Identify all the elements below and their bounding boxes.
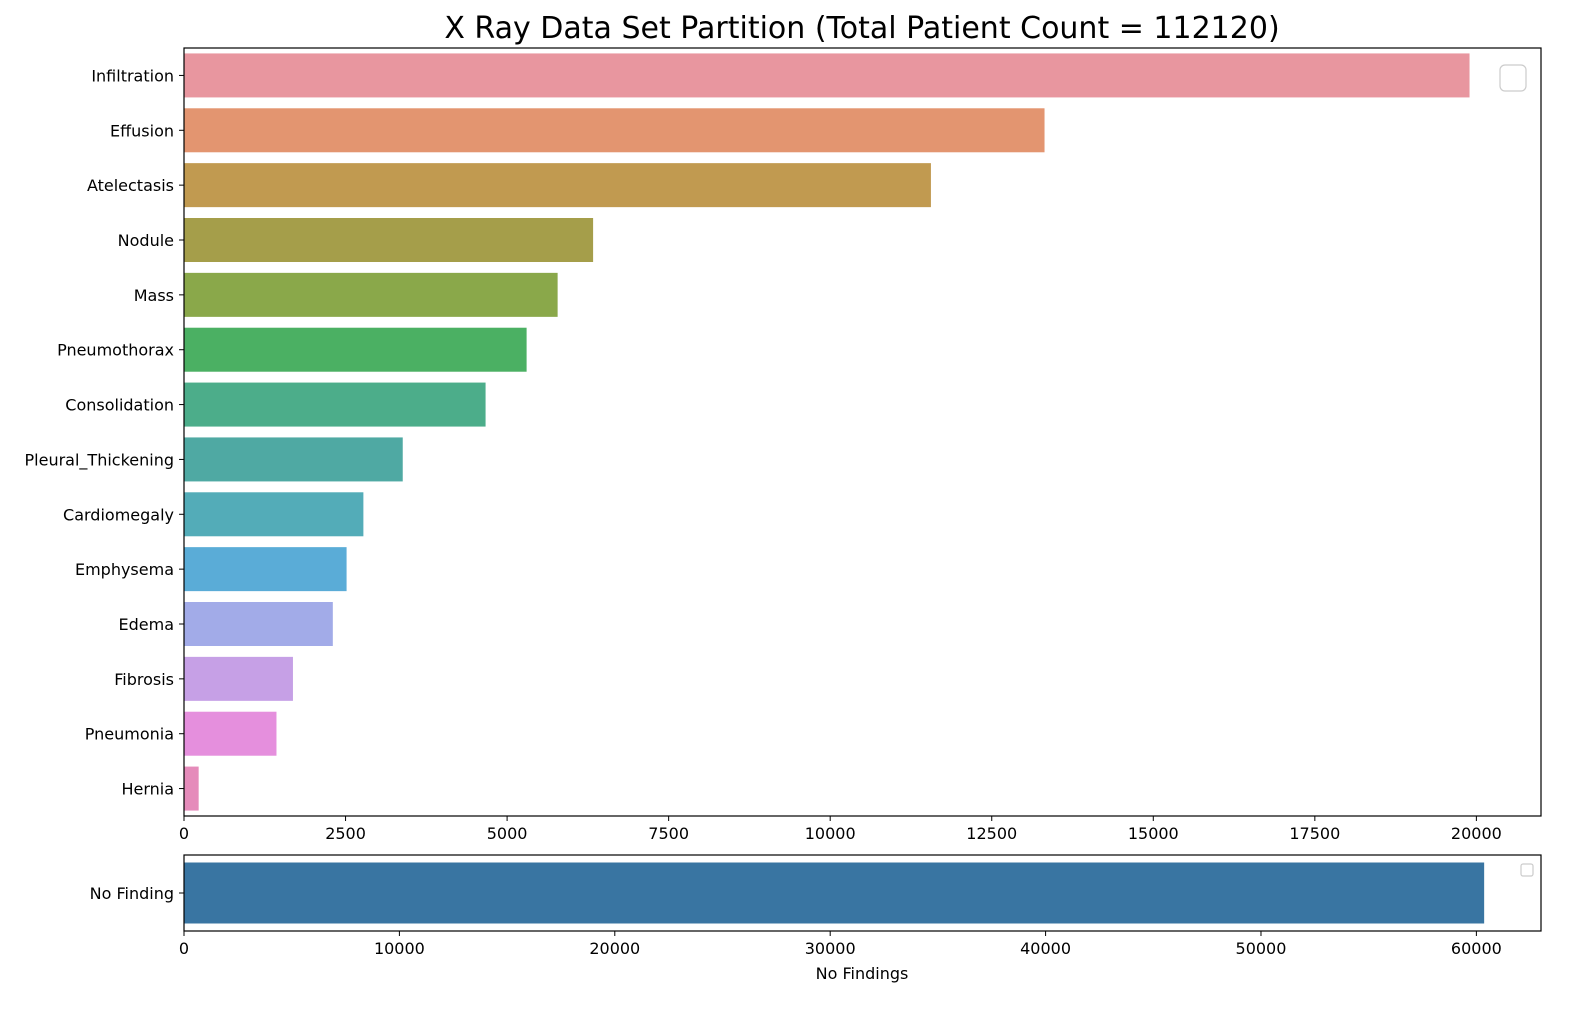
plot-frame: [183, 47, 1542, 817]
x-tick-label: 30000: [805, 939, 856, 958]
category-label: Consolidation: [65, 396, 174, 415]
bar-atelectasis: [184, 163, 931, 208]
bar-consolidation: [184, 382, 486, 427]
category-label: No Finding: [90, 884, 174, 903]
x-tick-label: 10000: [805, 824, 856, 843]
bar-fibrosis: [184, 656, 293, 701]
x-tick-label: 50000: [1236, 939, 1287, 958]
category-label: Emphysema: [75, 560, 174, 579]
x-tick-label: 15000: [1128, 824, 1179, 843]
bar-effusion: [184, 108, 1045, 153]
category-label: Cardiomegaly: [63, 505, 174, 524]
bottom-bar-chart: No Finding 0 10000 20000 30000 40000 50000 6000…: [90, 854, 1542, 958]
bar-pneumonia: [184, 711, 277, 756]
category-label: Infiltration: [91, 66, 174, 85]
legend-box: [1499, 64, 1527, 92]
chart-title: X Ray Data Set Partition (Total Patient …: [444, 11, 1279, 46]
bar-edema: [184, 602, 333, 646]
bar-infiltration: [184, 53, 1470, 98]
bar-pleural-thickening: [184, 437, 403, 482]
bar-emphysema: [184, 547, 347, 592]
category-label: Mass: [134, 286, 174, 305]
x-tick-label: 7500: [648, 824, 689, 843]
x-tick-label: 20000: [1451, 824, 1502, 843]
category-label: Pneumonia: [85, 725, 174, 744]
category-label: Atelectasis: [87, 176, 174, 195]
top-bar-chart: Infiltration Effusion Atelectasis Nodule Mas…: [25, 47, 1542, 843]
category-label: Pleural_Thickening: [25, 450, 174, 470]
category-label: Pneumothorax: [57, 341, 174, 360]
x-tick-label: 0: [179, 824, 189, 843]
bar-mass: [184, 272, 558, 317]
x-tick-label: 0: [179, 939, 189, 958]
category-label: Edema: [119, 615, 175, 634]
bottom-x-axis-label: No Findings: [816, 964, 909, 983]
category-label: Hernia: [121, 780, 174, 799]
bar-hernia: [184, 766, 199, 811]
x-tick-label: 60000: [1451, 939, 1502, 958]
x-tick-label: 17500: [1289, 824, 1340, 843]
x-tick-label: 10000: [374, 939, 425, 958]
x-tick-label: 12500: [966, 824, 1017, 843]
legend-box: [1520, 863, 1534, 877]
x-tick-label: 5000: [487, 824, 528, 843]
x-tick-label: 2500: [325, 824, 366, 843]
bar-cardiomegaly: [184, 492, 364, 537]
category-label: Effusion: [110, 121, 174, 140]
plot-frame: [183, 854, 1542, 932]
bar-pneumothorax: [184, 327, 527, 372]
x-tick-label: 40000: [1020, 939, 1071, 958]
bar-nodule: [184, 218, 594, 262]
x-tick-label: 20000: [589, 939, 640, 958]
bar-no-finding: [184, 862, 1485, 924]
category-label: Fibrosis: [114, 670, 174, 689]
category-label: Nodule: [118, 231, 174, 250]
